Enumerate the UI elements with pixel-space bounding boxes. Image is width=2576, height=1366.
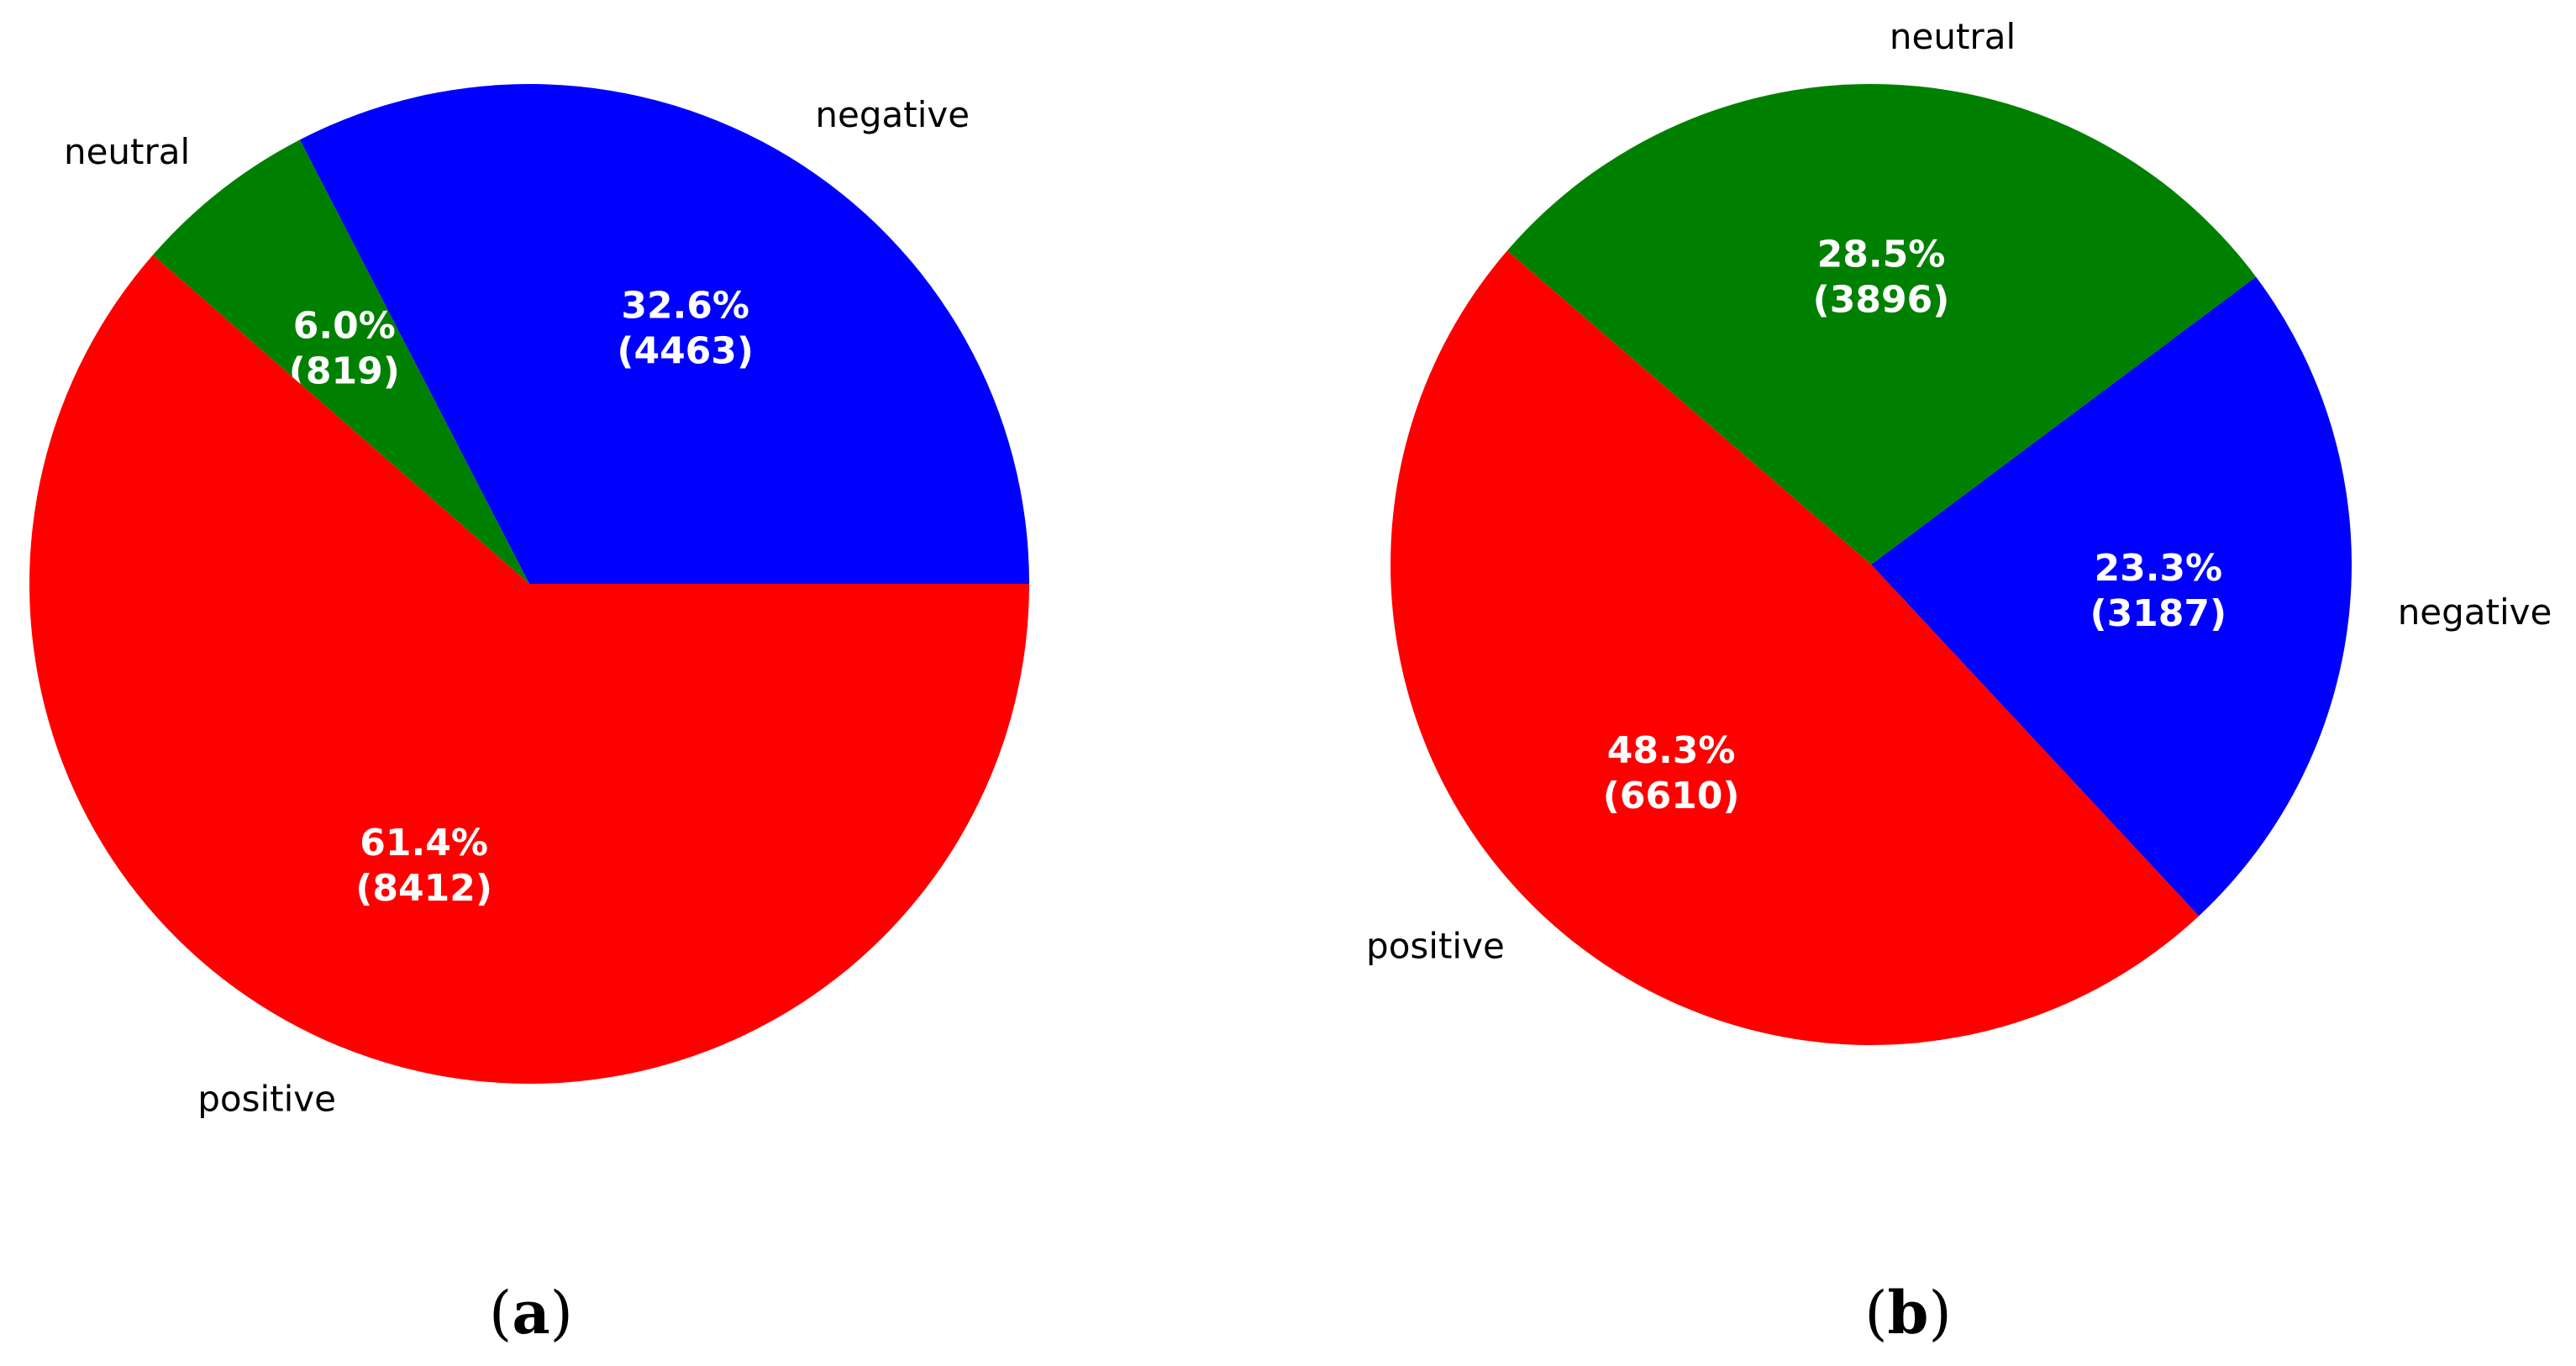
pie-chart-b: 23.3%(3187) negative 28.5%(3896) neutral 48.… <box>1366 16 2552 1045</box>
pie-a-category-label-neutral: neutral <box>64 131 190 172</box>
caption-b-close-paren: ) <box>1928 1279 1952 1348</box>
caption-b: (b) <box>1864 1279 1952 1348</box>
caption-a-close-paren: ) <box>549 1279 573 1348</box>
pie-chart-a: 32.6%(4463) negative 6.0%(819) neutral 61.4%… <box>29 83 1030 1120</box>
pie-b-category-label-negative: negative <box>2398 591 2552 633</box>
pie-b-pct-label-negative: 23.3% <box>2094 547 2222 590</box>
caption-b-open-paren: ( <box>1864 1279 1888 1348</box>
pie-b-count-label-negative: (3187) <box>2090 592 2226 635</box>
pie-a-pct-label-negative: 32.6% <box>621 285 749 328</box>
caption-a-open-paren: ( <box>489 1279 513 1348</box>
caption-a-letter: a <box>512 1278 550 1348</box>
pie-a-pct-label-neutral: 6.0% <box>293 305 396 348</box>
pie-a-count-label-neutral: (819) <box>289 350 400 393</box>
pie-a-slice-positive <box>29 255 1029 1085</box>
pie-b-count-label-neutral: (3896) <box>1813 279 1950 322</box>
pie-a-slice-neutral <box>152 139 530 584</box>
pie-b-count-label-positive: (6610) <box>1603 775 1740 817</box>
pie-b-slice-neutral <box>1506 83 2257 565</box>
pie-a-category-label-positive: positive <box>197 1079 336 1120</box>
pie-b-slice-positive <box>1391 250 2200 1045</box>
pie-b-pct-label-neutral: 28.5% <box>1817 234 1946 276</box>
caption-b-letter: b <box>1887 1278 1929 1348</box>
pie-b-category-label-neutral: neutral <box>1890 16 2016 57</box>
caption-a: (a) <box>489 1279 573 1348</box>
pie-a-category-label-negative: negative <box>815 94 970 135</box>
pie-a-slice-negative <box>299 83 1030 584</box>
pie-a-count-label-negative: (4463) <box>617 330 754 373</box>
pie-b-category-label-positive: positive <box>1366 925 1505 966</box>
pie-a-pct-label-positive: 61.4% <box>360 822 488 864</box>
pie-b-pct-label-positive: 48.3% <box>1607 729 1736 772</box>
pie-b-slice-negative <box>1871 276 2352 917</box>
pie-a-count-label-positive: (8412) <box>355 867 492 910</box>
